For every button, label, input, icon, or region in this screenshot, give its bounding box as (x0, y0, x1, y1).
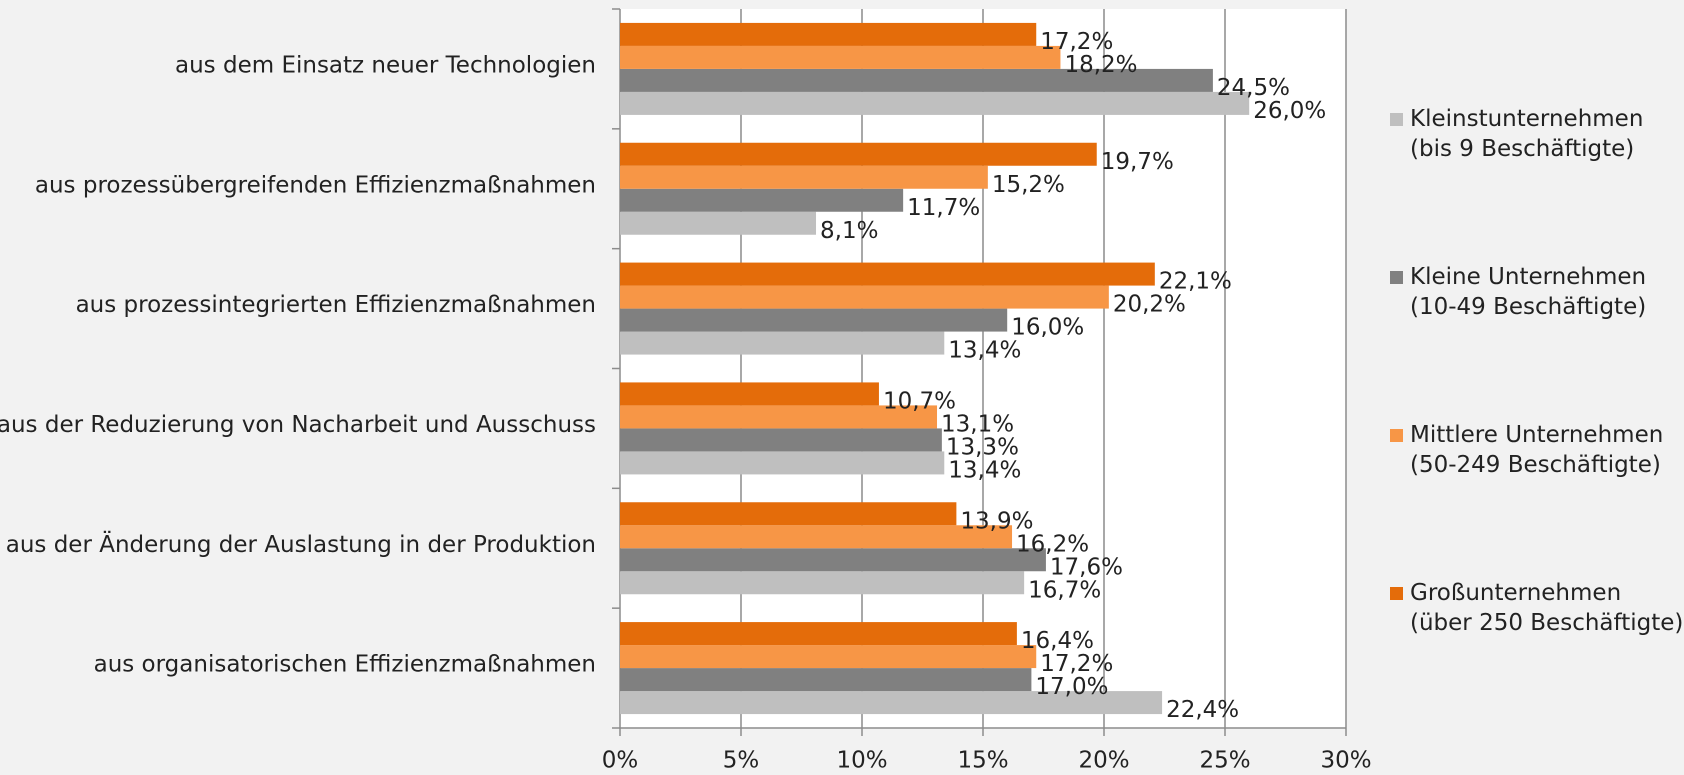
y-tick-label: aus organisatorischen Effizienzmaßnahmen (94, 652, 596, 678)
x-tick-label: 5% (723, 748, 760, 774)
bar (620, 91, 1250, 115)
legend-swatch (1390, 271, 1403, 284)
legend-label: Großunternehmen (über 250 Beschäftigte) (1410, 580, 1684, 636)
value-label: 18,2% (1064, 52, 1137, 78)
bar (620, 188, 904, 212)
bar (620, 451, 945, 475)
bar (620, 165, 988, 189)
y-tick-label: aus prozessintegrierten Effizienzmaßnahm… (76, 292, 596, 318)
value-label: 17,6% (1050, 554, 1123, 580)
legend-item: Kleinstunternehmen (bis 9 Beschäftigte) (1390, 104, 1684, 164)
value-label: 17,0% (1035, 674, 1108, 700)
x-tick-label: 20% (1078, 748, 1129, 774)
value-label: 22,4% (1166, 697, 1239, 723)
bar (620, 331, 945, 355)
bar (620, 262, 1155, 286)
bar (620, 428, 942, 452)
value-label: 19,7% (1101, 149, 1174, 175)
bar (620, 211, 817, 235)
bar (620, 645, 1037, 669)
legend-item: Mittlere Unternehmen (50-249 Beschäftigt… (1390, 420, 1684, 480)
bar (620, 45, 1061, 69)
bar (620, 548, 1046, 572)
bar (620, 622, 1017, 646)
value-label: 13,4% (948, 338, 1021, 364)
legend-label: Mittlere Unternehmen (50-249 Beschäftigt… (1410, 422, 1664, 478)
value-label: 16,2% (1016, 531, 1089, 557)
x-tick-label: 0% (602, 748, 639, 774)
y-tick-label: aus der Reduzierung von Nacharbeit und A… (0, 412, 596, 438)
bar (620, 308, 1008, 332)
x-tick-label: 15% (957, 748, 1008, 774)
value-label: 13,1% (941, 411, 1014, 437)
legend-item: Großunternehmen (über 250 Beschäftigte) (1390, 578, 1684, 638)
value-label: 16,7% (1028, 577, 1101, 603)
legend-label: Kleinstunternehmen (bis 9 Beschäftigte) (1410, 106, 1644, 162)
bar (620, 525, 1013, 549)
value-label: 10,7% (883, 388, 956, 414)
bar (620, 68, 1213, 92)
bar (620, 142, 1097, 166)
legend-label: Kleine Unternehmen (10-49 Beschäftigte) (1410, 264, 1647, 320)
value-label: 24,5% (1217, 75, 1290, 101)
bar (620, 668, 1032, 692)
value-label: 8,1% (820, 218, 878, 244)
value-label: 20,2% (1113, 292, 1186, 318)
value-label: 11,7% (907, 195, 980, 221)
x-tick-label: 30% (1320, 748, 1371, 774)
value-label: 15,2% (992, 172, 1065, 198)
value-label: 22,1% (1159, 269, 1232, 295)
legend-swatch (1390, 429, 1403, 442)
y-tick-label: aus dem Einsatz neuer Technologien (175, 52, 596, 78)
legend-item: Kleine Unternehmen (10-49 Beschäftigte) (1390, 262, 1684, 322)
value-label: 13,3% (946, 434, 1019, 460)
value-label: 13,9% (960, 508, 1033, 534)
value-label: 17,2% (1040, 29, 1113, 55)
value-label: 13,4% (948, 457, 1021, 483)
bar (620, 405, 938, 429)
value-label: 16,4% (1021, 628, 1094, 654)
value-label: 16,0% (1011, 315, 1084, 341)
x-tick-label: 25% (1199, 748, 1250, 774)
bar (620, 382, 879, 406)
legend-swatch (1390, 113, 1403, 126)
x-tick-label: 10% (836, 748, 887, 774)
bar (620, 691, 1163, 715)
y-tick-label: aus prozessübergreifenden Effizienzmaßna… (35, 172, 596, 198)
bar (620, 502, 957, 526)
y-tick-label: aus der Änderung der Auslastung in der P… (6, 530, 596, 558)
value-label: 26,0% (1253, 98, 1326, 124)
bar (620, 285, 1109, 309)
legend-swatch (1390, 587, 1403, 600)
bar (620, 571, 1025, 595)
bar (620, 22, 1037, 46)
value-label: 17,2% (1040, 651, 1113, 677)
